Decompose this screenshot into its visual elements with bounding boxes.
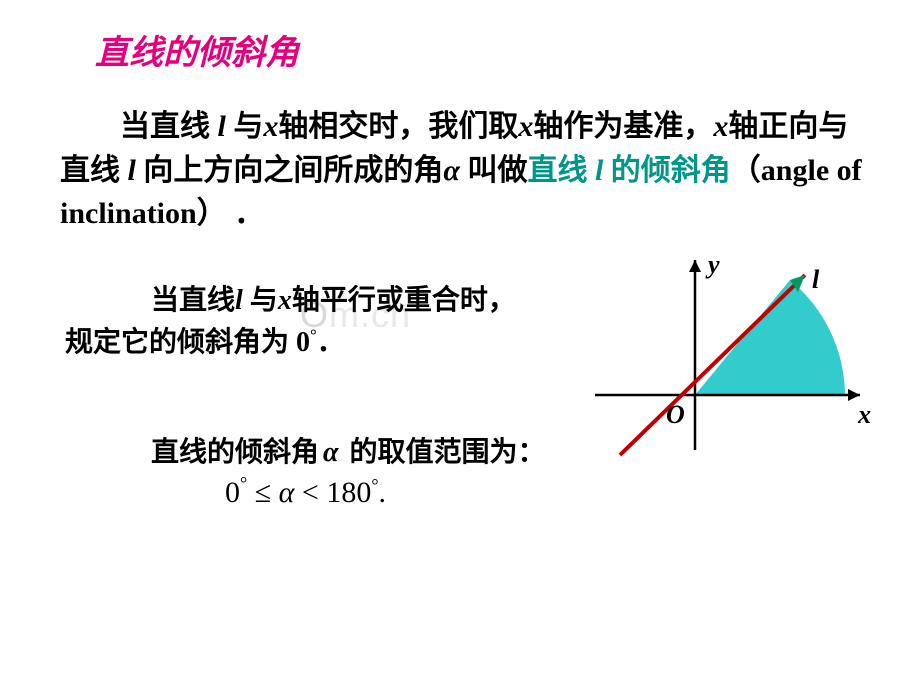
text: 直线的倾斜角 bbox=[151, 437, 319, 468]
y-axis-arrow bbox=[689, 260, 701, 272]
text: 规定它的倾斜角为 bbox=[65, 327, 296, 358]
text: 当直线 bbox=[120, 110, 218, 143]
range-formula: 0° ≤ α < 180°. bbox=[225, 475, 386, 510]
period: ． bbox=[317, 327, 345, 358]
var-l: l bbox=[235, 285, 250, 316]
paragraph-2-line2: 规定它的倾斜角为 0°． bbox=[65, 322, 565, 364]
var-x: x bbox=[518, 110, 533, 143]
text: 轴相交时，我们取 bbox=[278, 110, 518, 143]
y-axis-label: y bbox=[708, 250, 720, 280]
teal-text: 直线 bbox=[527, 154, 595, 187]
paragraph-2-line1: 当直线l 与x轴平行或重合时， bbox=[95, 280, 565, 322]
text: 的取值范围为： bbox=[350, 437, 546, 468]
text: 当直线 bbox=[151, 285, 235, 316]
slide-title: 直线的倾斜角 bbox=[95, 25, 299, 74]
text: 向上方向之间所成的角 bbox=[143, 154, 443, 187]
diagram-svg bbox=[580, 250, 880, 460]
text: 叫做 bbox=[467, 154, 527, 187]
angle-sector bbox=[695, 280, 845, 395]
var-x: x bbox=[278, 285, 292, 316]
text: 轴作为基准， bbox=[533, 110, 713, 143]
zero-deg: 0° bbox=[296, 327, 317, 358]
var-alpha: α bbox=[319, 437, 350, 468]
text: 轴平行或重合时， bbox=[292, 285, 516, 316]
var-x: x bbox=[263, 110, 278, 143]
inclination-diagram: y x O l bbox=[580, 250, 880, 460]
teal-var-l: l bbox=[595, 154, 611, 187]
var-l: l bbox=[128, 154, 144, 187]
x-axis-label: x bbox=[858, 400, 871, 430]
origin-label: O bbox=[666, 400, 685, 430]
var-x: x bbox=[713, 110, 728, 143]
var-alpha: α bbox=[443, 154, 467, 187]
text: 与 bbox=[250, 285, 278, 316]
teal-text: 的倾斜角 bbox=[611, 154, 731, 187]
var-l: l bbox=[218, 110, 234, 143]
paragraph-1: 当直线 l 与x轴相交时，我们取x轴作为基准，x轴正向与直线 l 向上方向之间所… bbox=[60, 105, 870, 236]
line-l-label: l bbox=[812, 265, 819, 295]
text: 与 bbox=[233, 110, 263, 143]
